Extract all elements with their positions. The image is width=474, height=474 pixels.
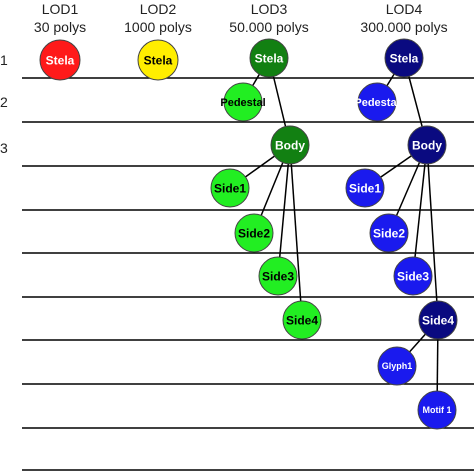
node-circle-lod3-side3 bbox=[258, 256, 298, 296]
node-circle-lod4-side3 bbox=[393, 256, 433, 296]
node-lod4-body: Body bbox=[407, 125, 447, 165]
node-circle-lod4-side2 bbox=[369, 213, 409, 253]
node-label-lod3-side1: Side1 bbox=[214, 181, 246, 195]
node-lod4-side3: Side3 bbox=[393, 256, 433, 296]
node-label-lod3-body: Body bbox=[275, 138, 305, 152]
node-label-lod3-side4: Side4 bbox=[286, 313, 318, 327]
node-lod3-side2: Side2 bbox=[234, 213, 274, 253]
edge-lod3-body-to-lod3-side4 bbox=[289, 144, 303, 321]
node-circle-lod4-body bbox=[407, 125, 447, 165]
lod4-title: LOD4 bbox=[386, 1, 423, 17]
node-circle-lod2-stela bbox=[137, 39, 179, 81]
node-lod4-motif1: Motif 1 bbox=[417, 390, 457, 430]
node-label-lod3-side3: Side3 bbox=[262, 269, 294, 283]
node-label-lod4-motif1: Motif 1 bbox=[423, 405, 452, 415]
lod3-subtitle: 50.000 polys bbox=[229, 19, 308, 35]
node-label-lod4-stela: Stela bbox=[390, 51, 419, 65]
edge-lod4-body-to-lod4-side4 bbox=[426, 144, 439, 321]
node-lod4-stela: Stela bbox=[384, 38, 424, 78]
node-circle-lod4-pedestal bbox=[357, 82, 397, 122]
node-lod4-side2: Side2 bbox=[369, 213, 409, 253]
row-labels: 1 2 3 bbox=[0, 52, 8, 156]
node-circle-lod1-stela bbox=[39, 39, 81, 81]
edge-lod3-body-to-lod3-side3 bbox=[277, 144, 291, 277]
node-circle-lod4-side1 bbox=[345, 168, 385, 208]
node-label-lod3-side2: Side2 bbox=[238, 226, 270, 240]
node-circle-lod3-side4 bbox=[282, 300, 322, 340]
node-label-lod3-pedestal: Pedestal bbox=[220, 97, 265, 109]
row-label-1: 1 bbox=[0, 52, 8, 68]
lod1-subtitle: 30 polys bbox=[34, 19, 86, 35]
node-label-lod3-stela: Stela bbox=[255, 51, 284, 65]
hierarchy-nodes: Stela Stela Stela Pedestal Body Side1 Side2 Sid… bbox=[39, 38, 458, 430]
node-circle-lod3-side2 bbox=[234, 213, 274, 253]
lod2-title: LOD2 bbox=[140, 1, 177, 17]
node-lod1-stela: Stela bbox=[39, 39, 81, 81]
lod2-subtitle: 1000 polys bbox=[124, 19, 192, 35]
node-label-lod4-body: Body bbox=[412, 138, 442, 152]
node-lod4-side1: Side1 bbox=[345, 168, 385, 208]
node-lod3-body: Body bbox=[270, 125, 310, 165]
node-lod2-stela: Stela bbox=[137, 39, 179, 81]
node-circle-lod3-stela bbox=[249, 38, 289, 78]
node-label-lod4-side1: Side1 bbox=[349, 181, 381, 195]
lod4-subtitle: 300.000 polys bbox=[360, 19, 447, 35]
node-circle-lod3-side1 bbox=[210, 168, 250, 208]
row-separators bbox=[22, 77, 474, 471]
node-circle-lod4-side4 bbox=[418, 300, 458, 340]
node-label-lod4-side4: Side4 bbox=[422, 313, 454, 327]
node-label-lod4-glyph1: Glyph1 bbox=[382, 361, 413, 371]
node-lod3-side4: Side4 bbox=[282, 300, 322, 340]
node-circle-lod4-stela bbox=[384, 38, 424, 78]
lod-headers: LOD1 30 polys LOD2 1000 polys LOD3 50.00… bbox=[34, 1, 448, 35]
node-label-lod1-stela: Stela bbox=[46, 53, 75, 67]
node-lod4-pedestal: Pedestal bbox=[354, 82, 400, 122]
node-circle-lod4-glyph1 bbox=[377, 346, 417, 386]
lod1-title: LOD1 bbox=[42, 1, 79, 17]
node-label-lod4-side3: Side3 bbox=[397, 269, 429, 283]
node-label-lod4-pedestal: Pedestal bbox=[354, 97, 399, 109]
node-lod4-side4: Side4 bbox=[418, 300, 458, 340]
node-lod3-pedestal: Pedestal bbox=[220, 82, 266, 122]
node-lod4-glyph1: Glyph1 bbox=[377, 346, 417, 386]
row-label-2: 2 bbox=[0, 94, 8, 110]
node-lod3-side3: Side3 bbox=[258, 256, 298, 296]
node-label-lod2-stela: Stela bbox=[144, 53, 173, 67]
edge-lod4-body-to-lod4-side3 bbox=[412, 144, 428, 277]
node-circle-lod3-pedestal bbox=[223, 82, 263, 122]
row-label-3: 3 bbox=[0, 140, 8, 156]
lod3-title: LOD3 bbox=[251, 1, 288, 17]
node-lod3-stela: Stela bbox=[249, 38, 289, 78]
node-circle-lod4-motif1 bbox=[417, 390, 457, 430]
node-lod3-side1: Side1 bbox=[210, 168, 250, 208]
node-label-lod4-side2: Side2 bbox=[373, 226, 405, 240]
node-circle-lod3-body bbox=[270, 125, 310, 165]
